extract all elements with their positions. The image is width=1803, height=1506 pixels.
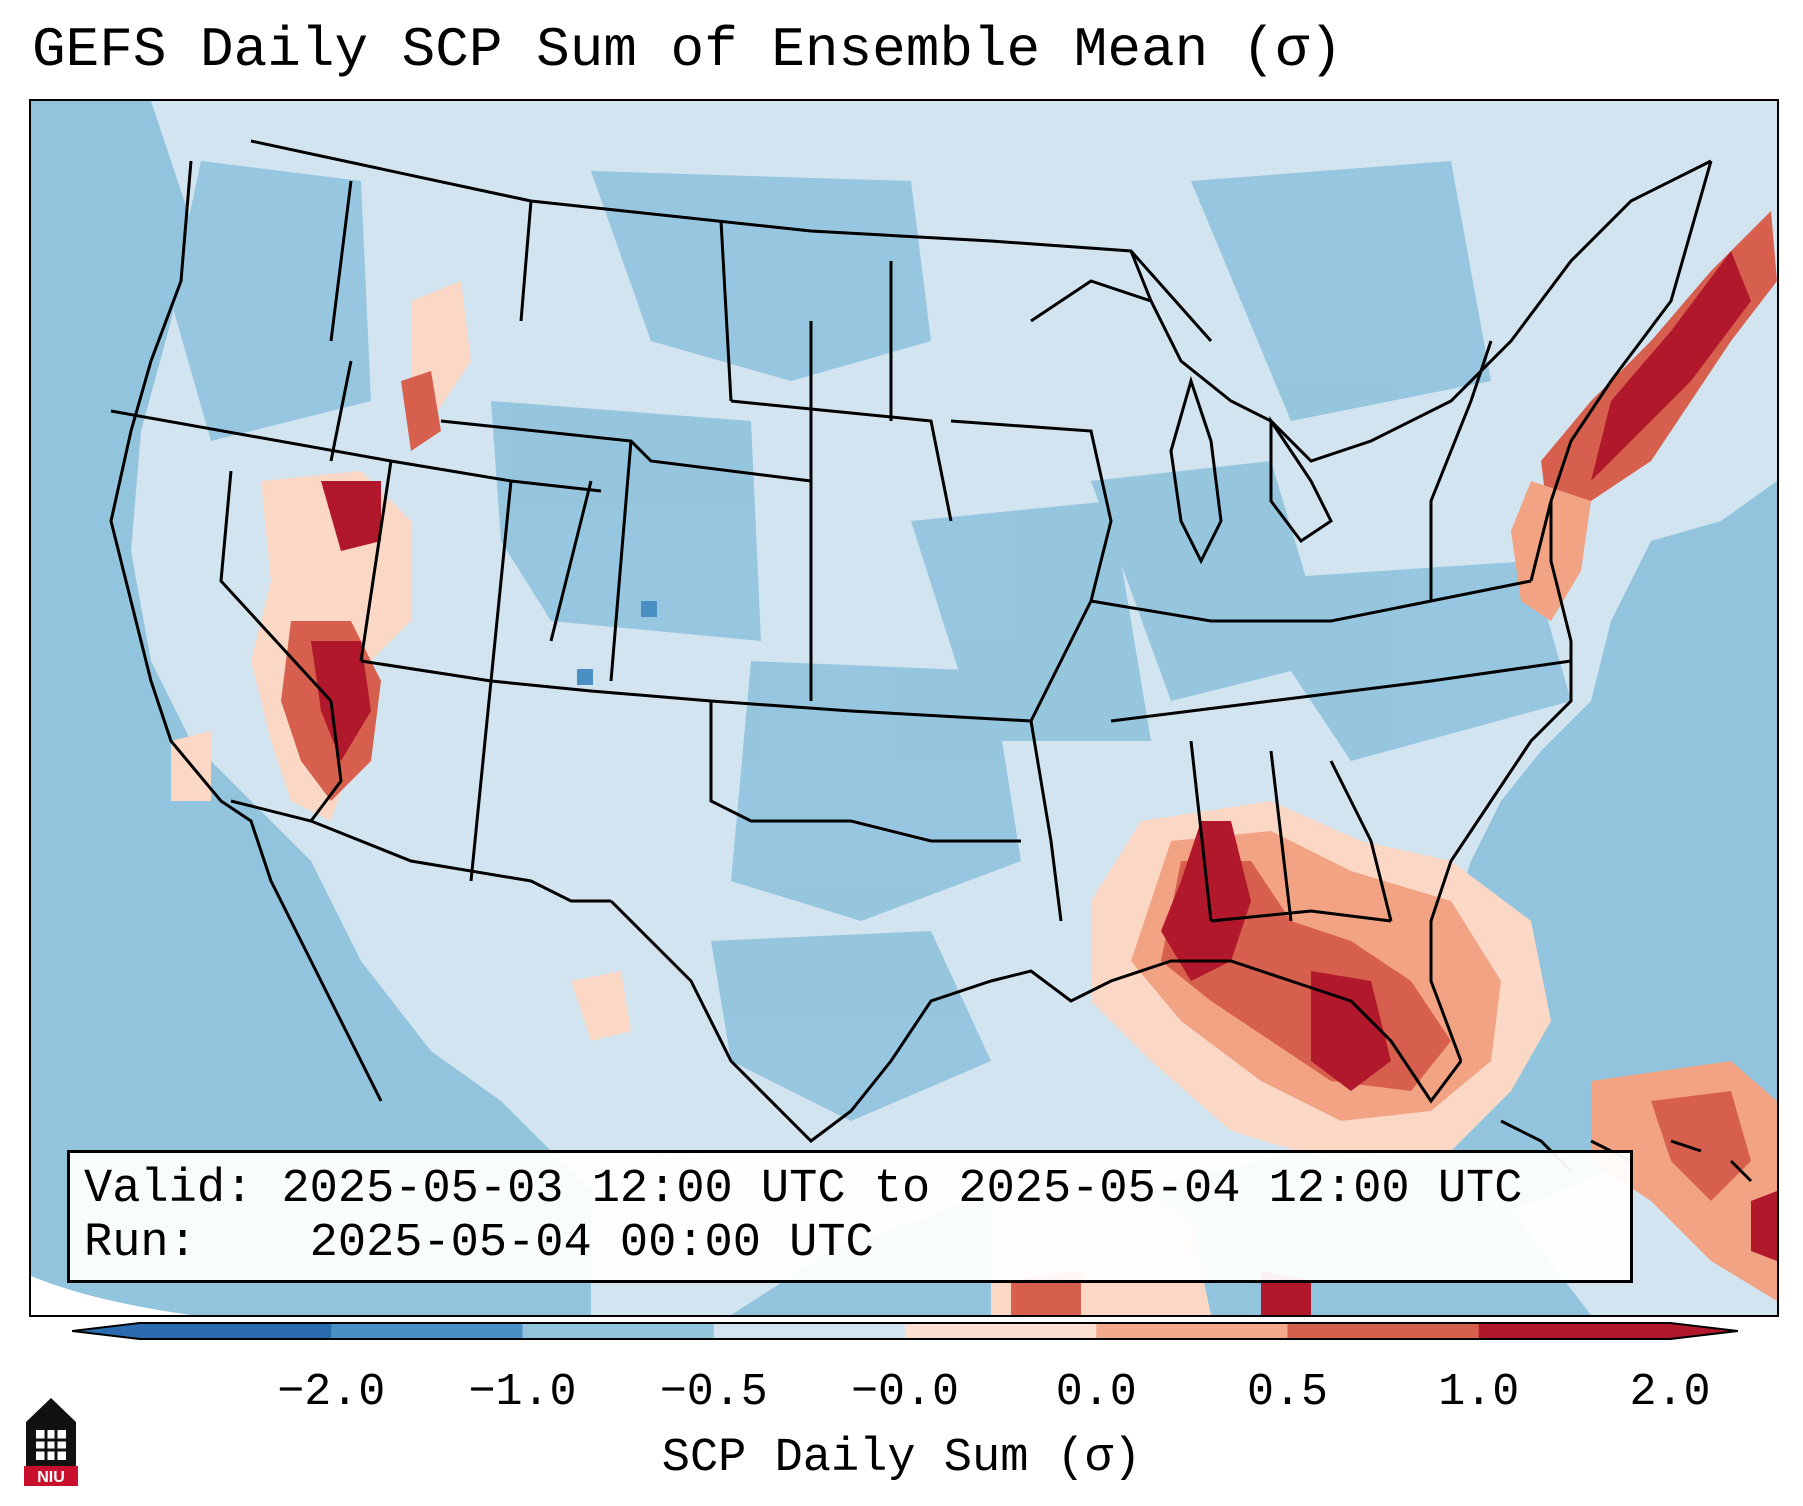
colorbar-tick-label: −0.5 <box>659 1367 768 1418</box>
valid-row: Valid: 2025-05-03 12:00 UTC to 2025-05-0… <box>84 1163 1616 1217</box>
run-row: Run: 2025-05-04 00:00 UTC <box>84 1217 1616 1271</box>
run-label: Run: <box>84 1217 197 1270</box>
colorbar-tick-label: 1.0 <box>1438 1367 1520 1418</box>
colorbar-extend-high <box>1670 1322 1738 1340</box>
svg-text:NIU: NIU <box>37 1469 65 1486</box>
strong-negative-cell <box>577 669 593 685</box>
niu-logo: NIU <box>24 1398 78 1486</box>
boundaries <box>109 139 1713 1143</box>
colorbar-tick-label: −2.0 <box>277 1367 386 1418</box>
valid-value: 2025-05-03 12:00 UTC to 2025-05-04 12:00… <box>281 1163 1523 1216</box>
valid-label: Valid: <box>84 1163 254 1216</box>
colorbar <box>72 1322 1738 1340</box>
colorbar-outline <box>72 1322 1738 1340</box>
colorbar-segment <box>905 1322 1097 1340</box>
colorbar-segment <box>140 1322 332 1340</box>
colorbar-tick-label: 0.0 <box>1055 1367 1137 1418</box>
colorbar-segment <box>1287 1322 1480 1340</box>
colorbar-segment <box>713 1322 906 1340</box>
colorbar-segment <box>331 1322 523 1340</box>
colorbar-segment <box>1096 1322 1288 1340</box>
map-title: GEFS Daily SCP Sum of Ensemble Mean (σ) <box>32 18 1343 82</box>
strong-negative-cell <box>641 601 657 617</box>
colorbar-tick-label: 0.5 <box>1246 1367 1329 1418</box>
valid-time-box: Valid: 2025-05-03 12:00 UTC to 2025-05-0… <box>67 1150 1633 1283</box>
colorbar-tick-label: −1.0 <box>468 1367 577 1418</box>
map-panel <box>29 99 1779 1317</box>
colorbar-segment <box>1478 1322 1671 1340</box>
projection-edge <box>31 1276 191 1315</box>
run-value: 2025-05-04 00:00 UTC <box>309 1217 874 1270</box>
colorbar-extend-low <box>72 1322 140 1340</box>
colorbar-segment <box>522 1322 715 1340</box>
colorbar-tick-label: −0.0 <box>850 1367 960 1418</box>
colorbar-tick-label: 2.0 <box>1629 1367 1711 1418</box>
negative-anomaly-patches <box>171 161 1571 1121</box>
colorbar-label: SCP Daily Sum (σ) <box>661 1432 1142 1485</box>
